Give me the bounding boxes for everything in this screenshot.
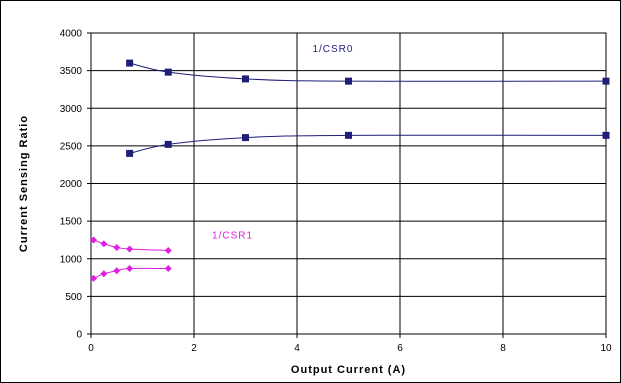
x-tick-label: 6 — [397, 343, 403, 354]
series-line — [129, 62, 607, 82]
axes — [87, 32, 607, 338]
data-point — [113, 267, 121, 275]
x-tick-label: 2 — [191, 343, 197, 354]
y-tick-label: 2000 — [60, 179, 83, 190]
y-tick-label: 3500 — [60, 66, 83, 77]
data-point — [126, 59, 134, 67]
axis-titles: Output Current (A) Current Sensing Ratio — [18, 115, 406, 376]
y-tick-label: 1000 — [60, 254, 83, 265]
y-tick-label: 2500 — [60, 141, 83, 152]
data-point — [345, 77, 352, 85]
plot-area-border — [90, 32, 607, 335]
series-3 — [90, 265, 172, 282]
annotation-csr0: 1/CSR0 — [312, 44, 353, 55]
y-tick-label: 500 — [65, 292, 82, 303]
data-point — [126, 265, 134, 273]
grid — [90, 32, 607, 335]
x-tick-labels: 0 2 4 6 8 10 — [88, 343, 612, 354]
annotation-csr1: 1/CSR1 — [212, 230, 253, 241]
data-point — [90, 274, 98, 282]
x-tick-label: 8 — [500, 343, 506, 354]
x-tick-label: 0 — [88, 343, 94, 354]
y-tick-label: 1500 — [60, 217, 83, 228]
data-point — [126, 245, 134, 253]
data-point — [164, 265, 172, 273]
data-point — [345, 131, 352, 139]
data-point — [100, 240, 108, 248]
data-point — [602, 131, 610, 139]
y-axis-title: Current Sensing Ratio — [18, 115, 30, 252]
series-line — [129, 134, 607, 154]
data-point — [164, 68, 172, 76]
y-tick-label: 4000 — [60, 29, 83, 40]
data-point — [602, 77, 610, 85]
data-point — [126, 149, 134, 157]
annotations: 1/CSR0 1/CSR1 — [212, 44, 353, 242]
x-axis-title: Output Current (A) — [291, 364, 406, 376]
y-tick-label: 0 — [76, 330, 82, 341]
data-point — [242, 75, 249, 83]
data-point — [164, 140, 172, 148]
data-point — [164, 246, 172, 254]
y-tick-label: 3000 — [60, 104, 83, 115]
data-point — [242, 134, 249, 142]
x-tick-label: 4 — [294, 343, 300, 354]
data-point — [90, 236, 98, 244]
series-2 — [90, 236, 172, 254]
data-point — [113, 243, 121, 251]
data-point — [100, 270, 108, 278]
series-group — [90, 59, 610, 282]
series-1 — [126, 131, 610, 157]
y-tick-labels: 0 500 1000 1500 2000 2500 3000 3500 4000 — [60, 29, 83, 341]
series-0 — [126, 59, 610, 85]
x-tick-label: 10 — [600, 343, 612, 354]
